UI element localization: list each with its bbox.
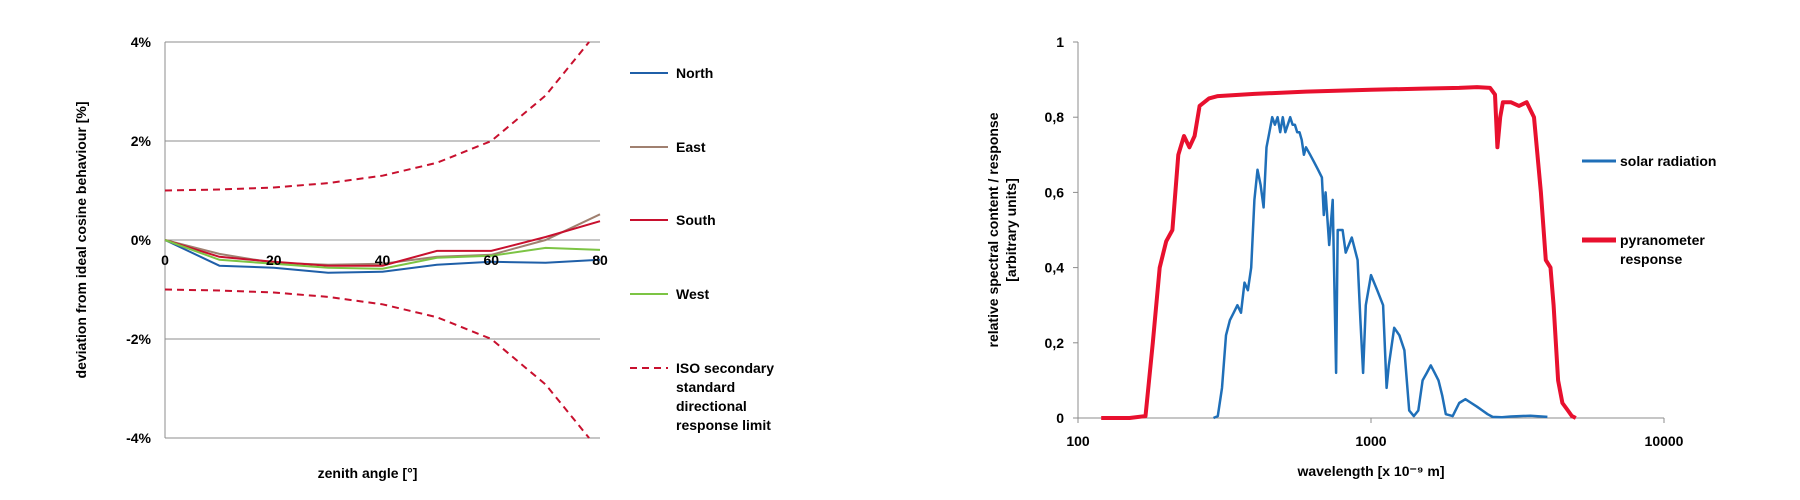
iso-limit-lower-line — [164, 288, 590, 439]
legend-label: South — [676, 212, 716, 228]
y-axis-label: relative spectral content / response — [985, 112, 1001, 347]
x-tick-label: 1000 — [1355, 433, 1386, 449]
x-tick-label: 60 — [483, 252, 499, 268]
y-tick-label: 2% — [131, 133, 152, 149]
y-tick-label: 0,8 — [1045, 109, 1065, 125]
legend-label: standard — [676, 379, 735, 395]
chart-cosine-deviation: 4% 2% 0% -2% -4% 0 20 40 60 80 zenith angle [°] dev… — [73, 34, 774, 481]
series-line-west — [164, 239, 601, 270]
y-tick-label: 1 — [1056, 34, 1064, 50]
legend-label: West — [676, 286, 710, 302]
x-tick-label: 20 — [266, 252, 282, 268]
y-tick-label: 0,6 — [1045, 184, 1065, 200]
y-tick-label: 0 — [1056, 410, 1064, 426]
x-axis-label: wavelength [x 10⁻⁹ m] — [1296, 463, 1444, 479]
legend-label: directional — [676, 398, 747, 414]
x-tick-label: 40 — [375, 252, 391, 268]
y-tick-label: -2% — [126, 331, 151, 347]
legend-label: East — [676, 139, 706, 155]
x-tick-label: 0 — [161, 252, 169, 268]
series-line-east — [164, 213, 601, 266]
y-tick-label: -4% — [126, 430, 151, 446]
y-tick-label: 4% — [131, 34, 152, 50]
y-tick-label: 0,2 — [1045, 335, 1065, 351]
y-axis-label: deviation from ideal cosine behaviour [%… — [73, 102, 89, 379]
legend-label: response — [1620, 251, 1682, 267]
x-tick-label: 100 — [1066, 433, 1090, 449]
legend-label: North — [676, 65, 713, 81]
legend-label: ISO secondary — [676, 360, 774, 376]
y-tick-label: 0,4 — [1045, 260, 1065, 276]
legend-label: response limit — [676, 417, 771, 433]
iso-limit-upper-line — [164, 41, 590, 192]
x-axis-label: zenith angle [°] — [318, 465, 418, 481]
legend-label: pyranometer — [1620, 232, 1705, 248]
y-axis-label-units: [arbitrary units] — [1003, 178, 1019, 281]
series-line-solar-radiation — [1212, 115, 1548, 420]
series-line-north — [164, 239, 601, 274]
series-line-south — [164, 220, 601, 267]
series-line-pyranometer-response — [1101, 85, 1577, 420]
x-tick-label: 80 — [592, 252, 608, 268]
legend-label: solar radiation — [1620, 153, 1716, 169]
y-tick-label: 0% — [131, 232, 152, 248]
x-tick-label: 10000 — [1645, 433, 1684, 449]
